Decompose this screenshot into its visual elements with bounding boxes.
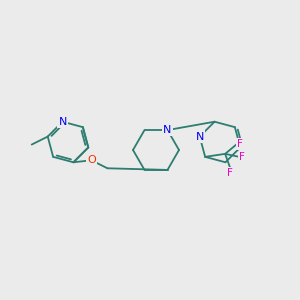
Text: N: N — [196, 132, 204, 142]
Text: N: N — [163, 125, 172, 135]
Text: O: O — [87, 155, 96, 165]
Text: F: F — [227, 168, 233, 178]
Text: F: F — [237, 139, 243, 149]
Text: F: F — [239, 152, 245, 162]
Text: N: N — [58, 117, 67, 127]
